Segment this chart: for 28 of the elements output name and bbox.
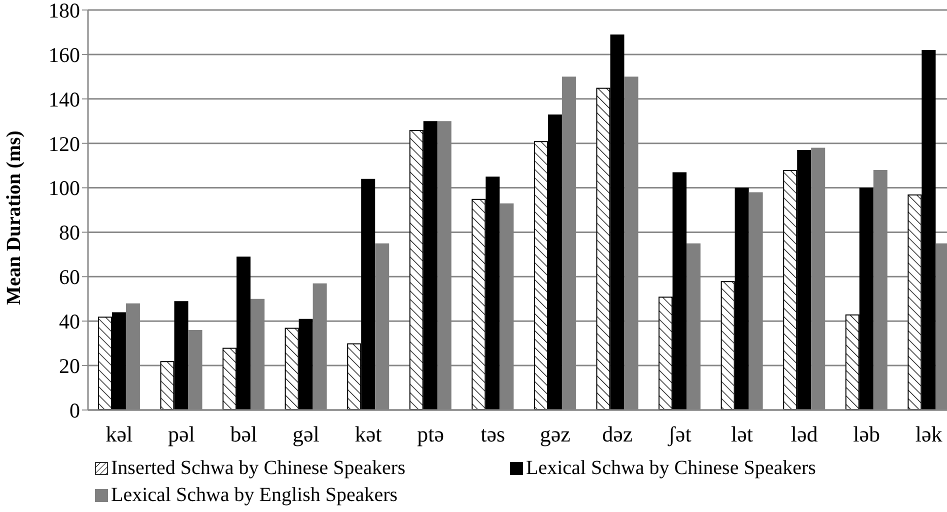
y-tick-label: 60 — [59, 265, 80, 290]
x-tick-label: dəz — [602, 422, 633, 447]
x-tick-label: bəl — [230, 422, 258, 447]
x-tick-label: kət — [354, 422, 382, 447]
text: Inserted Schwa by Chinese Speakers — [111, 457, 406, 480]
x-tick-label: ləb — [853, 422, 880, 447]
x-tick-label: pəl — [168, 422, 195, 447]
y-tick-label: 180 — [48, 0, 80, 22]
y-tick-label: 0 — [70, 398, 80, 422]
x-tick-label: təs — [480, 422, 506, 447]
x-tick-label: gəl — [292, 422, 320, 447]
legend-label: Lexical Schwa by English Speakers — [111, 484, 398, 507]
y-axis-title: Mean Duration (ms) — [3, 130, 26, 305]
legend-label: Lexical Schwa by Chinese Speakers — [526, 457, 816, 480]
y-tick-label: 80 — [59, 220, 80, 245]
x-tick-label: ləd — [790, 422, 818, 447]
y-tick-label: 120 — [48, 132, 80, 156]
x-tick-label: ptə — [417, 422, 444, 447]
x-tick-label: gəz — [540, 422, 571, 447]
y-tick-label: 140 — [48, 87, 80, 112]
y-tick-label: 100 — [48, 176, 80, 200]
x-tick-label: lət — [731, 422, 753, 447]
y-tick-label: 20 — [59, 354, 80, 378]
x-tick-label: lək — [915, 422, 942, 447]
y-tick-label: 40 — [59, 310, 80, 334]
y-tick-label: 160 — [48, 42, 80, 67]
x-tick-label: ʃət — [667, 422, 692, 447]
x-tick-label: kəl — [106, 422, 133, 447]
